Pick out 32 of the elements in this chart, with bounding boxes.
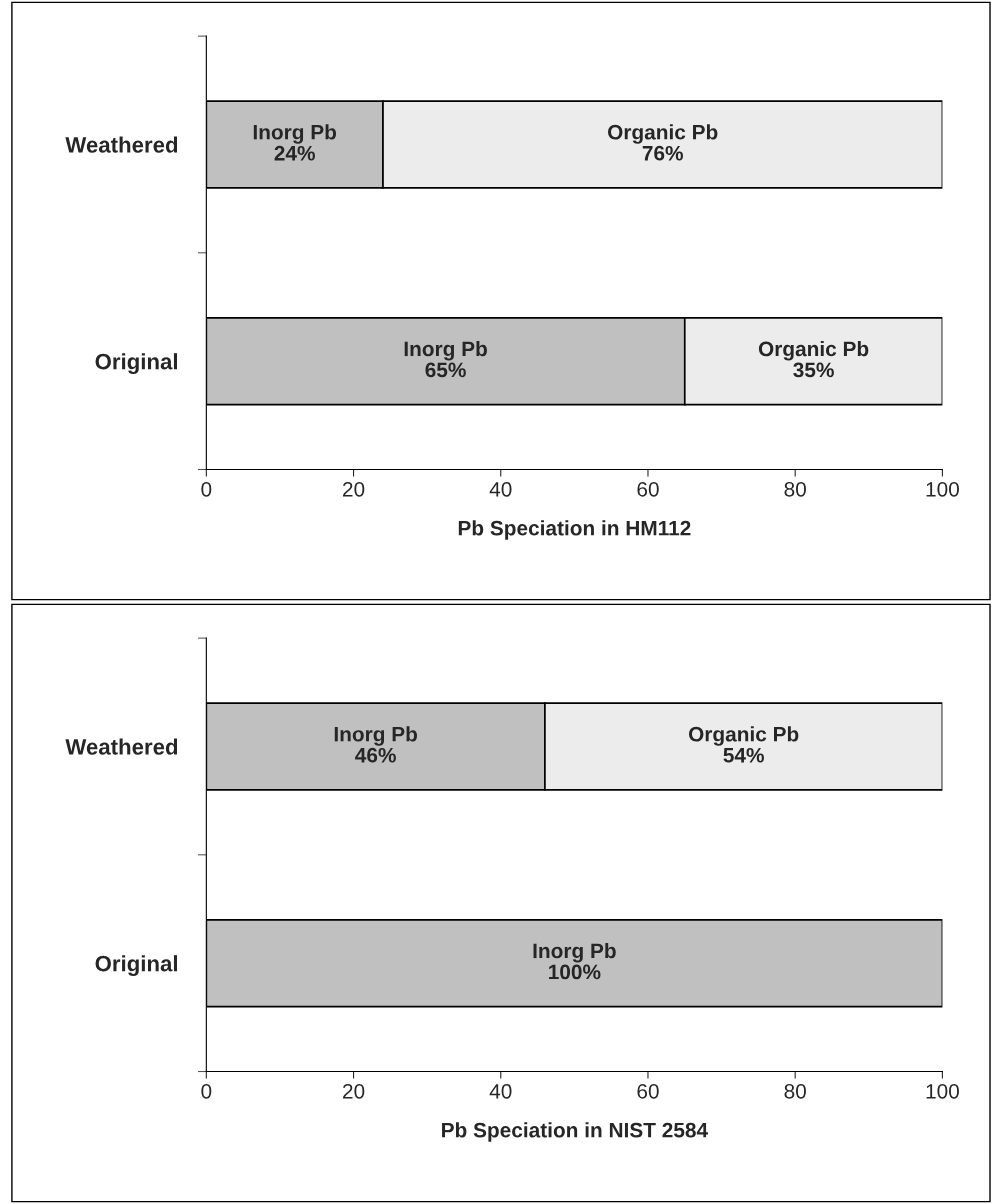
series-label: Inorg Pb <box>334 726 418 746</box>
data-label: 35% <box>793 362 834 378</box>
x-tick-label: 100 <box>926 1083 959 1099</box>
x-tick-label: 0 <box>201 1083 212 1099</box>
x-tick-label: 80 <box>784 481 806 497</box>
x-tick-label: 0 <box>201 481 212 497</box>
data-label: 46% <box>355 747 396 763</box>
data-label: 54% <box>723 747 764 763</box>
x-tick-label: 40 <box>489 481 512 497</box>
series-label: Organic Pb <box>688 726 799 746</box>
data-label: 65% <box>425 362 466 378</box>
y-tick-label: Weathered <box>65 136 178 153</box>
x-axis-title: Pb Speciation in HM112 <box>458 520 691 540</box>
y-tick-label: Original <box>95 353 177 374</box>
x-axis-title: Pb Speciation in NIST 2584 <box>442 1122 708 1142</box>
x-tick-label: 60 <box>637 481 659 497</box>
x-tick-label: 100 <box>926 481 959 497</box>
text: Inorg Pb <box>533 942 616 963</box>
x-tick-label: 20 <box>343 481 365 497</box>
series-label: Inorg Pb <box>253 124 337 144</box>
x-tick-label: 40 <box>489 1083 512 1099</box>
y-tick-label: Original <box>95 955 177 976</box>
x-tick-label: 60 <box>637 1083 659 1099</box>
text: Inorg Pb <box>404 340 487 361</box>
x-tick-label: 20 <box>343 1083 365 1099</box>
y-tick-label: Weathered <box>65 738 178 755</box>
data-label: 100% <box>549 964 601 980</box>
data-label: 76% <box>642 145 683 161</box>
series-label: Organic Pb <box>607 124 718 144</box>
text: Organic Pb <box>758 340 869 361</box>
x-tick-label: 80 <box>784 1083 806 1099</box>
data-label: 24% <box>274 145 315 161</box>
